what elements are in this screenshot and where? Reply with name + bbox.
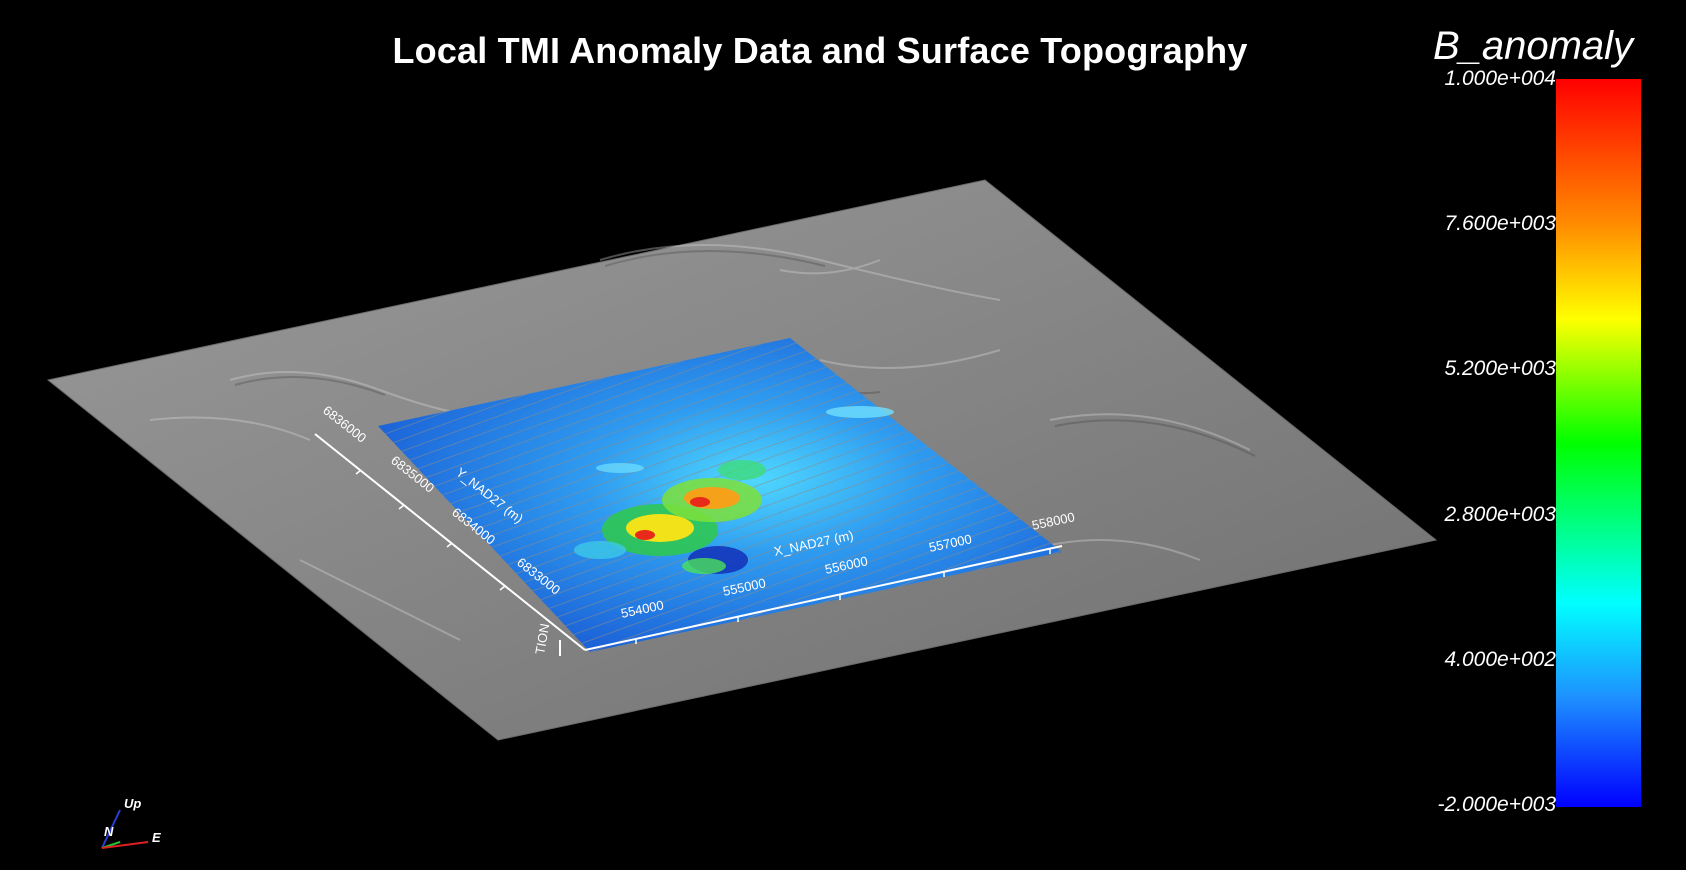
north-label: N: [104, 824, 114, 839]
east-label: E: [152, 830, 161, 845]
legend-tick-label: 4.000e+002: [1444, 648, 1556, 671]
legend-tick-label: -2.000e+003: [1437, 793, 1556, 816]
colorbar: [1556, 79, 1641, 807]
legend-tick-label: 2.800e+003: [1444, 503, 1556, 526]
east-axis: [101, 841, 149, 849]
terrain-shadows: [234, 250, 1256, 457]
legend-tick-label: 1.000e+004: [1444, 67, 1556, 90]
legend-tick-label: 7.600e+003: [1444, 212, 1556, 235]
axis-tickmarks: [355, 469, 1051, 644]
up-axis: [101, 809, 121, 849]
plot-title: Local TMI Anomaly Data and Surface Topog…: [392, 30, 1248, 71]
anomaly-hotspots: [574, 406, 894, 574]
x-axis-line: [584, 545, 1063, 651]
legend-title: B_anomaly: [1432, 24, 1634, 68]
up-label: Up: [124, 796, 141, 811]
legend-tick-label: 5.200e+003: [1444, 357, 1556, 380]
z-axis-title: TION: [532, 622, 552, 655]
orientation-axes-widget: Up N E: [101, 796, 161, 849]
